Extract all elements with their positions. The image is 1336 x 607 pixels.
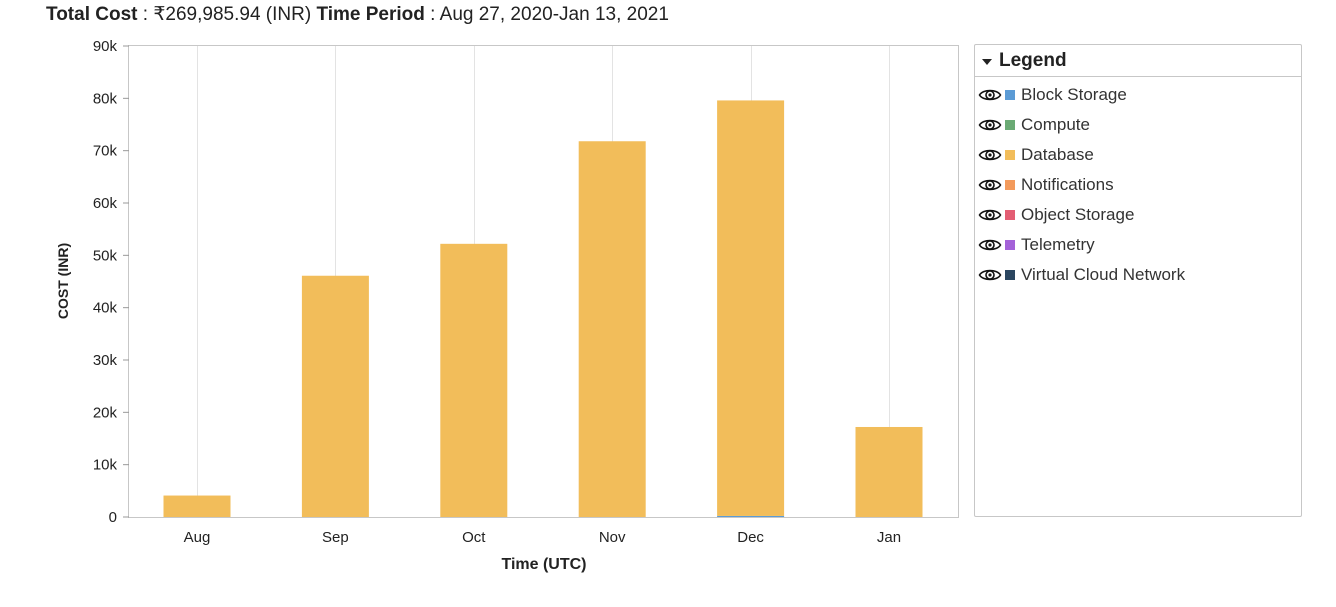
y-axis-ticks: 0 10k 20k 30k 40k 50k 60k 70k 80k 90k: [93, 38, 129, 526]
legend-item-label: Database: [1021, 145, 1094, 164]
time-period-value: Aug 27, 2020-Jan 13, 2021: [439, 4, 669, 25]
eye-icon[interactable]: [978, 267, 1002, 283]
x-axis-title: Time (UTC): [501, 556, 586, 573]
bar-block-storage-dec[interactable]: [717, 515, 785, 517]
legend-title: Legend: [999, 49, 1067, 71]
bar-database-aug[interactable]: [163, 495, 231, 517]
legend-item[interactable]: Block Storage: [978, 80, 1301, 110]
legend-item[interactable]: Virtual Cloud Network: [978, 260, 1301, 290]
x-axis-ticks: Aug Sep Oct Nov Dec Jan: [184, 529, 901, 546]
bar-database-nov[interactable]: [578, 141, 646, 517]
y-tick-label: 40k: [93, 300, 118, 317]
bar-database-jan[interactable]: [855, 426, 923, 517]
legend-swatch: [1005, 90, 1015, 100]
legend-item-label: Telemetry: [1021, 235, 1095, 254]
chart-bars: [163, 100, 923, 517]
plot-frame: [128, 45, 959, 518]
legend-item-label: Virtual Cloud Network: [1021, 265, 1186, 284]
total-cost-separator: :: [137, 4, 154, 25]
eye-icon[interactable]: [978, 177, 1002, 193]
legend-item[interactable]: Object Storage: [978, 200, 1301, 230]
y-tick-label: 30k: [93, 352, 118, 369]
y-tick-label: 90k: [93, 38, 118, 55]
x-tick-label: Oct: [462, 529, 486, 546]
total-cost-value: ₹269,985.94 (INR): [153, 4, 312, 25]
y-tick-label: 20k: [93, 404, 118, 421]
legend-item-label: Compute: [1021, 115, 1090, 134]
legend-swatch: [1005, 210, 1015, 220]
eye-icon[interactable]: [978, 87, 1002, 103]
chart-gridlines: [197, 46, 890, 517]
y-tick-label: 0: [109, 509, 117, 526]
bar-database-oct[interactable]: [440, 243, 508, 517]
eye-icon[interactable]: [978, 147, 1002, 163]
eye-icon[interactable]: [978, 207, 1002, 223]
eye-icon[interactable]: [978, 117, 1002, 133]
eye-icon[interactable]: [978, 237, 1002, 253]
legend-swatch: [1005, 150, 1015, 160]
legend-item[interactable]: Notifications: [978, 170, 1301, 200]
legend-item[interactable]: Database: [978, 140, 1301, 170]
legend-item-label: Object Storage: [1021, 205, 1135, 224]
x-tick-label: Sep: [322, 529, 349, 546]
legend-item[interactable]: Compute: [978, 110, 1301, 140]
legend-swatch: [1005, 120, 1015, 130]
legend-list: Block Storage Compute Database Notification…: [975, 77, 1301, 290]
y-tick-label: 10k: [93, 457, 118, 474]
cost-summary: Total Cost : ₹269,985.94 (INR) Time Peri…: [46, 3, 669, 26]
x-tick-label: Jan: [877, 529, 901, 546]
bar-database-sep[interactable]: [301, 275, 369, 517]
y-tick-label: 60k: [93, 195, 118, 212]
bar-database-dec[interactable]: [717, 100, 785, 516]
legend-item-label: Notifications: [1021, 175, 1114, 194]
x-tick-label: Aug: [184, 529, 211, 546]
time-period-separator: :: [424, 4, 440, 25]
y-tick-label: 50k: [93, 247, 118, 264]
y-tick-label: 80k: [93, 90, 118, 107]
y-axis-title: COST (INR): [55, 243, 71, 319]
cost-bar-chart: 0 10k 20k 30k 40k 50k 60k 70k 80k 90k Aug Sep Oct No…: [55, 38, 959, 573]
legend-swatch: [1005, 240, 1015, 250]
total-cost-label: Total Cost: [46, 4, 138, 25]
caret-down-icon: [982, 58, 992, 65]
time-period-label: Time Period: [316, 4, 425, 25]
y-tick-label: 70k: [93, 143, 118, 160]
legend-item[interactable]: Telemetry: [978, 230, 1301, 260]
legend-item-label: Block Storage: [1021, 85, 1127, 104]
legend-toggle[interactable]: Legend: [975, 45, 1302, 77]
legend-panel: Legend Block Storage Compute Database Notif…: [974, 44, 1302, 517]
x-tick-label: Nov: [599, 529, 626, 546]
x-tick-label: Dec: [737, 529, 764, 546]
legend-swatch: [1005, 180, 1015, 190]
legend-swatch: [1005, 270, 1015, 280]
